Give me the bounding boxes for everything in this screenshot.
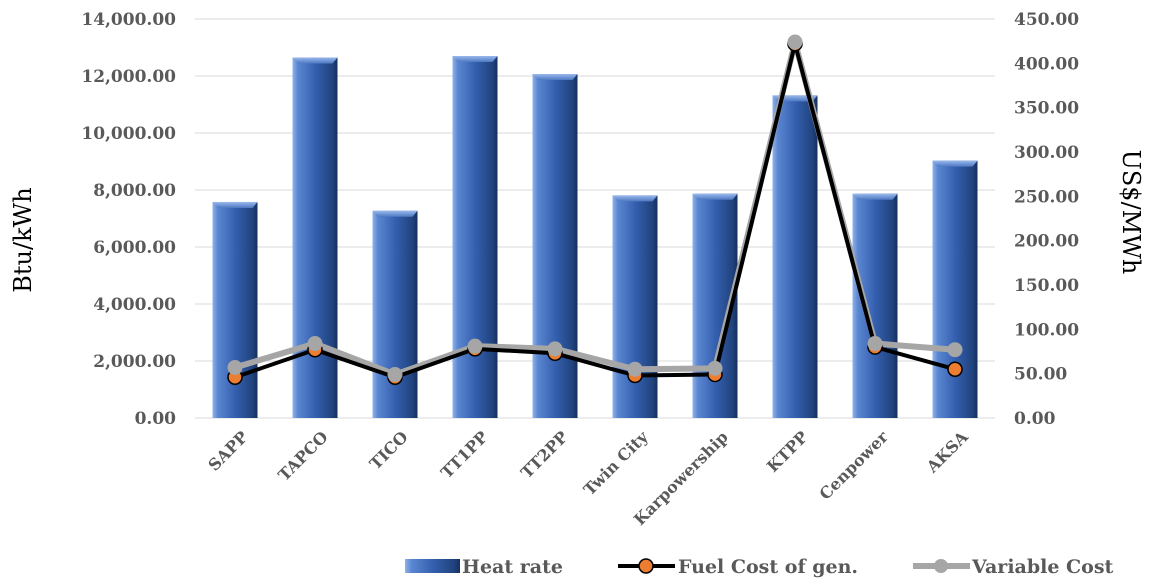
heat-rate-bar — [612, 195, 658, 418]
variable-cost-marker — [467, 338, 483, 354]
legend-label-heat-rate: Heat rate — [462, 556, 563, 578]
y2-tick-label: 100.00 — [1014, 320, 1079, 340]
heat-rate-bar — [452, 56, 498, 419]
fuel-cost-marker — [947, 361, 963, 377]
variable-cost-marker — [707, 360, 723, 376]
heat-rate-bar — [932, 160, 978, 418]
x-category-label: TICO — [366, 427, 412, 473]
variable-cost-marker — [947, 342, 963, 358]
y2-tick-label: 200.00 — [1014, 232, 1079, 252]
y2-tick-label: 300.00 — [1014, 143, 1079, 163]
y2-tick-label: 400.00 — [1014, 54, 1079, 74]
variable-cost-marker — [227, 359, 243, 375]
y-tick-label: 6,000.00 — [93, 238, 176, 258]
y2-tick-label: 0.00 — [1014, 409, 1056, 429]
x-category-label: SAPP — [204, 427, 251, 474]
legend: Heat rate Fuel Cost of gen. Variable Cost — [405, 556, 1114, 578]
variable-cost-marker — [307, 336, 323, 352]
legend-label-fuel-cost: Fuel Cost of gen. — [678, 556, 858, 578]
heat-rate-bar — [212, 201, 258, 418]
y2-tick-label: 350.00 — [1014, 99, 1079, 119]
variable-cost-marker — [387, 367, 403, 383]
variable-cost-marker — [787, 34, 803, 50]
cost-lines — [227, 34, 963, 385]
legend-marker-variable-cost — [934, 559, 948, 573]
x-category-label: TT2PP — [517, 427, 572, 482]
y-tick-label: 2,000.00 — [93, 352, 176, 372]
heat-rate-bar-cap — [932, 160, 978, 167]
heat-rate-bar — [372, 210, 418, 418]
x-category-label: TT1PP — [437, 427, 492, 482]
heat-rate-bar — [532, 74, 578, 418]
variable-cost-marker — [547, 341, 563, 357]
y2-tick-label: 450.00 — [1014, 10, 1079, 30]
y-tick-label: 8,000.00 — [93, 181, 176, 201]
y-tick-label: 14,000.00 — [81, 10, 176, 30]
y-tick-label: 12,000.00 — [81, 67, 176, 87]
category-axis-labels: SAPP TAPCO TICO TT1PP TT2PP Twin CityKarpower… — [204, 427, 972, 529]
left-axis-title: Btu/kWh — [9, 187, 37, 293]
y2-tick-label: 250.00 — [1014, 187, 1079, 207]
heat-rate-bar-cap — [372, 210, 418, 217]
heat-rate-bar-cap — [692, 193, 738, 200]
x-category-label: Cenpower — [816, 427, 893, 504]
heat-rate-bar — [292, 57, 338, 418]
legend-swatch-heat-rate — [405, 559, 460, 573]
y-tick-label: 10,000.00 — [81, 124, 176, 144]
legend-label-variable-cost: Variable Cost — [971, 556, 1114, 578]
heat-rate-bar-cap — [452, 56, 498, 63]
variable-cost-marker — [627, 361, 643, 377]
legend-marker-fuel-cost — [638, 558, 654, 574]
heat-rate-bar-cap — [292, 57, 338, 64]
y-tick-label: 0.00 — [135, 409, 177, 429]
heat-rate-bar-cap — [532, 74, 578, 81]
y2-tick-label: 50.00 — [1014, 365, 1067, 385]
x-category-label: TAPCO — [274, 427, 331, 484]
y-tick-label: 4,000.00 — [93, 295, 176, 315]
heat-rate-bar-cap — [612, 195, 658, 202]
x-category-label: KTPP — [763, 427, 812, 476]
heat-rate-bar — [772, 95, 818, 418]
right-axis-ticks: 0.00 50.00 100.00 150.00 200.00 250.00 300.00 3… — [1014, 10, 1079, 429]
x-category-label: Twin City — [580, 427, 652, 499]
right-axis-title: US$/MWh — [1117, 150, 1145, 275]
x-category-label: AKSA — [922, 427, 972, 477]
variable-cost-marker — [867, 336, 883, 352]
left-axis-ticks: 0.00 2,000.00 4,000.00 6,000.00 8,000.00 10,0… — [81, 10, 176, 429]
y2-tick-label: 150.00 — [1014, 276, 1079, 296]
heat-rate-bar-cap — [852, 193, 898, 200]
heat-rate-bar-cap — [212, 201, 258, 208]
fuel-cost-line — [234, 41, 956, 380]
heat-rate-bar — [852, 193, 898, 418]
variable-cost-line — [234, 39, 956, 378]
